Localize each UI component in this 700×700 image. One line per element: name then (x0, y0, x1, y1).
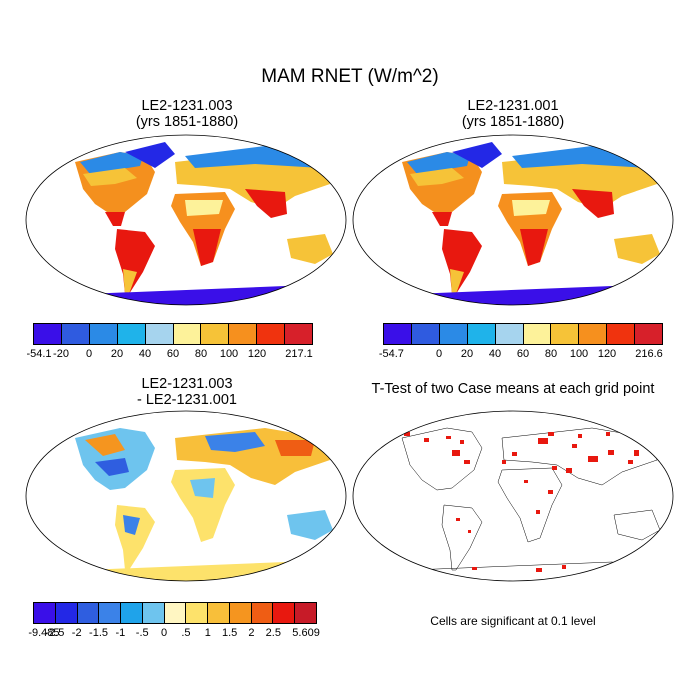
colorbar-3-tick-label: 1 (204, 627, 211, 639)
colorbar-1-tick-label: 40 (138, 348, 152, 360)
colorbar-3-tick-label: -2.5 (45, 627, 65, 639)
colorbar-1-box (34, 324, 62, 344)
colorbar-2-box (467, 324, 496, 344)
colorbar-2-box (607, 324, 636, 344)
colorbar-2-box (495, 324, 524, 344)
panel1-title: LE2-1231.003 (yrs 1851-1880) (26, 98, 348, 130)
colorbar-3-tick-label: -.5 (135, 627, 149, 639)
colorbar-3-tick-label: -1 (115, 627, 126, 639)
colorbar-2-tick-label: 216.6 (635, 348, 663, 360)
colorbar-2-box (411, 324, 440, 344)
colorbar-2-tick-label: 60 (516, 348, 530, 360)
colorbar-1-tick-label: 0 (85, 348, 93, 360)
colorbar-1-box (201, 324, 230, 344)
colorbar-2-tick-label: 120 (597, 348, 617, 360)
panel3-title-line2: - LE2-1231.001 (137, 392, 237, 408)
colorbar-2-tick-label: 40 (488, 348, 502, 360)
colorbar-1-tick-label: 100 (219, 348, 239, 360)
colorbar-3-box (121, 603, 143, 623)
colorbar-2-labels: -54.7 0 20 40 60 80 100 120 216.6 (379, 345, 663, 361)
colorbar-3-boxes (33, 602, 317, 624)
panel1-title-line2: (yrs 1851-1880) (135, 114, 239, 130)
colorbar-2-box (523, 324, 552, 344)
colorbar-2-boxes (383, 323, 663, 345)
colorbar-3-box (273, 603, 296, 623)
colorbar-3-box (99, 603, 122, 623)
panel2-title-line1: LE2-1231.001 (467, 98, 559, 114)
colorbar-3-box (164, 603, 187, 623)
colorbar-3-tick-label: 5.609 (292, 627, 320, 639)
colorbar-2-tick-label: 0 (435, 348, 443, 360)
colorbar-1-box (285, 324, 313, 344)
colorbar-1-tick-label: 20 (110, 348, 124, 360)
colorbar-panel-2: -54.7 0 20 40 60 80 100 120 216.6 (379, 323, 663, 361)
panel2-title-line2: (yrs 1851-1880) (461, 114, 565, 130)
colorbar-3-box (208, 603, 230, 623)
figure-title: MAM RNET (W/m^2) (261, 66, 439, 87)
colorbar-1-box (173, 324, 202, 344)
colorbar-3-tick-label: -2 (71, 627, 82, 639)
colorbar-panel-3: -9.485 -2.5 -2 -1.5 -1 -.5 0 .5 1 1.5 2 2.5 5.609 (28, 602, 320, 640)
map-panel-3-difference (25, 410, 347, 582)
map-panel-4-ttest (352, 410, 674, 582)
colorbar-1-tick-label: 120 (247, 348, 267, 360)
colorbar-1-box (89, 324, 118, 344)
colorbar-1-tick-label: 60 (166, 348, 180, 360)
colorbar-1-tick-label: -20 (53, 348, 69, 360)
colorbar-3-tick-label: -9.485 (28, 627, 60, 639)
colorbar-2-box (579, 324, 608, 344)
colorbar-3-labels: -9.485 -2.5 -2 -1.5 -1 -.5 0 .5 1 1.5 2 2.5 5.609 (28, 624, 320, 640)
colorbar-2-box (439, 324, 468, 344)
colorbar-1-tick-label: 80 (194, 348, 208, 360)
colorbar-3-box (55, 603, 78, 623)
colorbar-1-box (117, 324, 146, 344)
map-panel-1 (25, 134, 347, 306)
colorbar-2-tick-label: 100 (569, 348, 589, 360)
map-panel-2 (352, 134, 674, 306)
colorbar-1-box (145, 324, 174, 344)
colorbar-1-boxes (33, 323, 313, 345)
panel3-title-line1: LE2-1231.003 (141, 376, 233, 392)
panel4-title-line1: T-Test of two Case means at each grid po… (371, 381, 655, 397)
colorbar-3-box (229, 603, 252, 623)
colorbar-3-tick-label: 1.5 (221, 627, 238, 639)
panel4-title: T-Test of two Case means at each grid po… (352, 381, 674, 397)
colorbar-1-labels: -54.1 -20 0 20 40 60 80 100 120 217.1 (26, 345, 313, 361)
colorbar-3-box (251, 603, 274, 623)
colorbar-1-box (229, 324, 258, 344)
colorbar-2-box (551, 324, 580, 344)
significance-note: Cells are significant at 0.1 level (430, 614, 596, 628)
colorbar-1-tick-label: 217.1 (285, 348, 313, 360)
colorbar-1-box (61, 324, 90, 344)
colorbar-3-tick-label: 2.5 (265, 627, 281, 639)
colorbar-2-box (384, 324, 412, 344)
colorbar-3-tick-label: .5 (181, 627, 191, 639)
colorbar-1-box (257, 324, 286, 344)
colorbar-2-box (635, 324, 663, 344)
colorbar-3-box (142, 603, 165, 623)
colorbar-3-tick-label: 2 (248, 627, 255, 639)
colorbar-3-box (34, 603, 56, 623)
colorbar-1-tick-label: -54.1 (26, 348, 52, 360)
colorbar-2-tick-label: 20 (460, 348, 474, 360)
colorbar-2-tick-label: -54.7 (378, 348, 404, 360)
colorbar-3-box (186, 603, 209, 623)
colorbar-panel-1: -54.1 -20 0 20 40 60 80 100 120 217.1 (26, 323, 313, 361)
panel1-title-line1: LE2-1231.003 (141, 98, 233, 114)
colorbar-3-tick-label: -1.5 (89, 627, 109, 639)
colorbar-3-tick-label: 0 (161, 627, 168, 639)
colorbar-3-box (295, 603, 316, 623)
colorbar-3-box (77, 603, 100, 623)
colorbar-2-tick-label: 80 (544, 348, 558, 360)
panel3-title: LE2-1231.003 - LE2-1231.001 (26, 376, 348, 408)
panel2-title: LE2-1231.001 (yrs 1851-1880) (352, 98, 674, 130)
